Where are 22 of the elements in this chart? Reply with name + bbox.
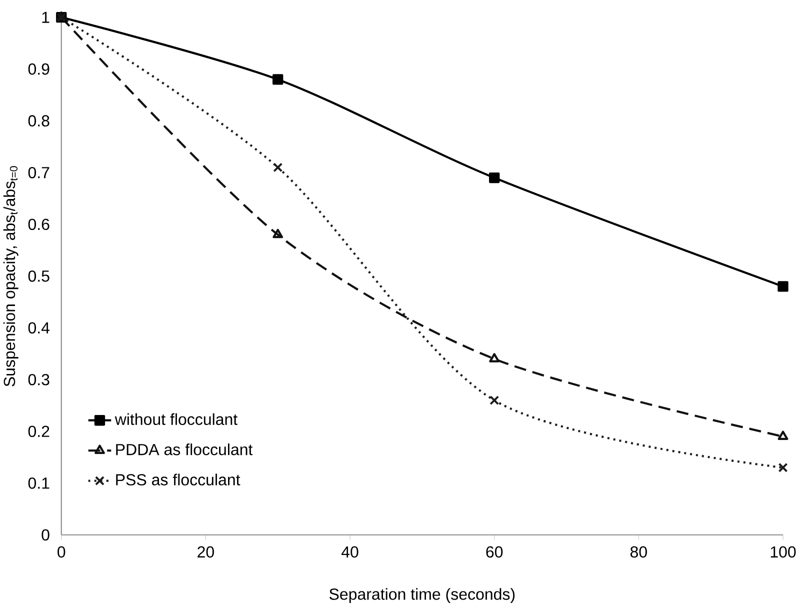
y-tick-label: 0.9 — [28, 63, 50, 75]
x-tick-label: 60 — [486, 546, 503, 558]
x-tick-label: 20 — [198, 546, 214, 558]
y-tick-label: 0.5 — [28, 270, 50, 282]
y-tick-label: 0 — [42, 529, 50, 541]
y-tick-label: 0.8 — [28, 115, 50, 127]
x-tick-label: 80 — [630, 546, 647, 558]
y-axis-title: Suspension opacity, abs$_{t}$/abs$_{t=0}$ — [3, 166, 18, 386]
y-tick-label: 0.3 — [28, 374, 50, 386]
legend-label: PDDA as flocculant — [116, 444, 253, 456]
y-tick-label: 0.4 — [28, 322, 50, 334]
legend-label: PSS as flocculant — [116, 474, 240, 486]
x-axis-title: Separation time (seconds) — [329, 588, 515, 604]
y-tick-label: 0.2 — [28, 426, 50, 438]
y-tick-label: 0.1 — [28, 478, 50, 489]
x-tick-label: 100 — [770, 546, 796, 558]
legend-label: without flocculant — [114, 413, 238, 426]
x-tick-label: 0 — [58, 546, 66, 558]
y-tick-label: 0.7 — [28, 166, 50, 178]
y-tick-label: 0.6 — [28, 218, 50, 230]
y-tick-label: 1 — [42, 12, 50, 23]
x-tick-label: 40 — [341, 546, 358, 558]
